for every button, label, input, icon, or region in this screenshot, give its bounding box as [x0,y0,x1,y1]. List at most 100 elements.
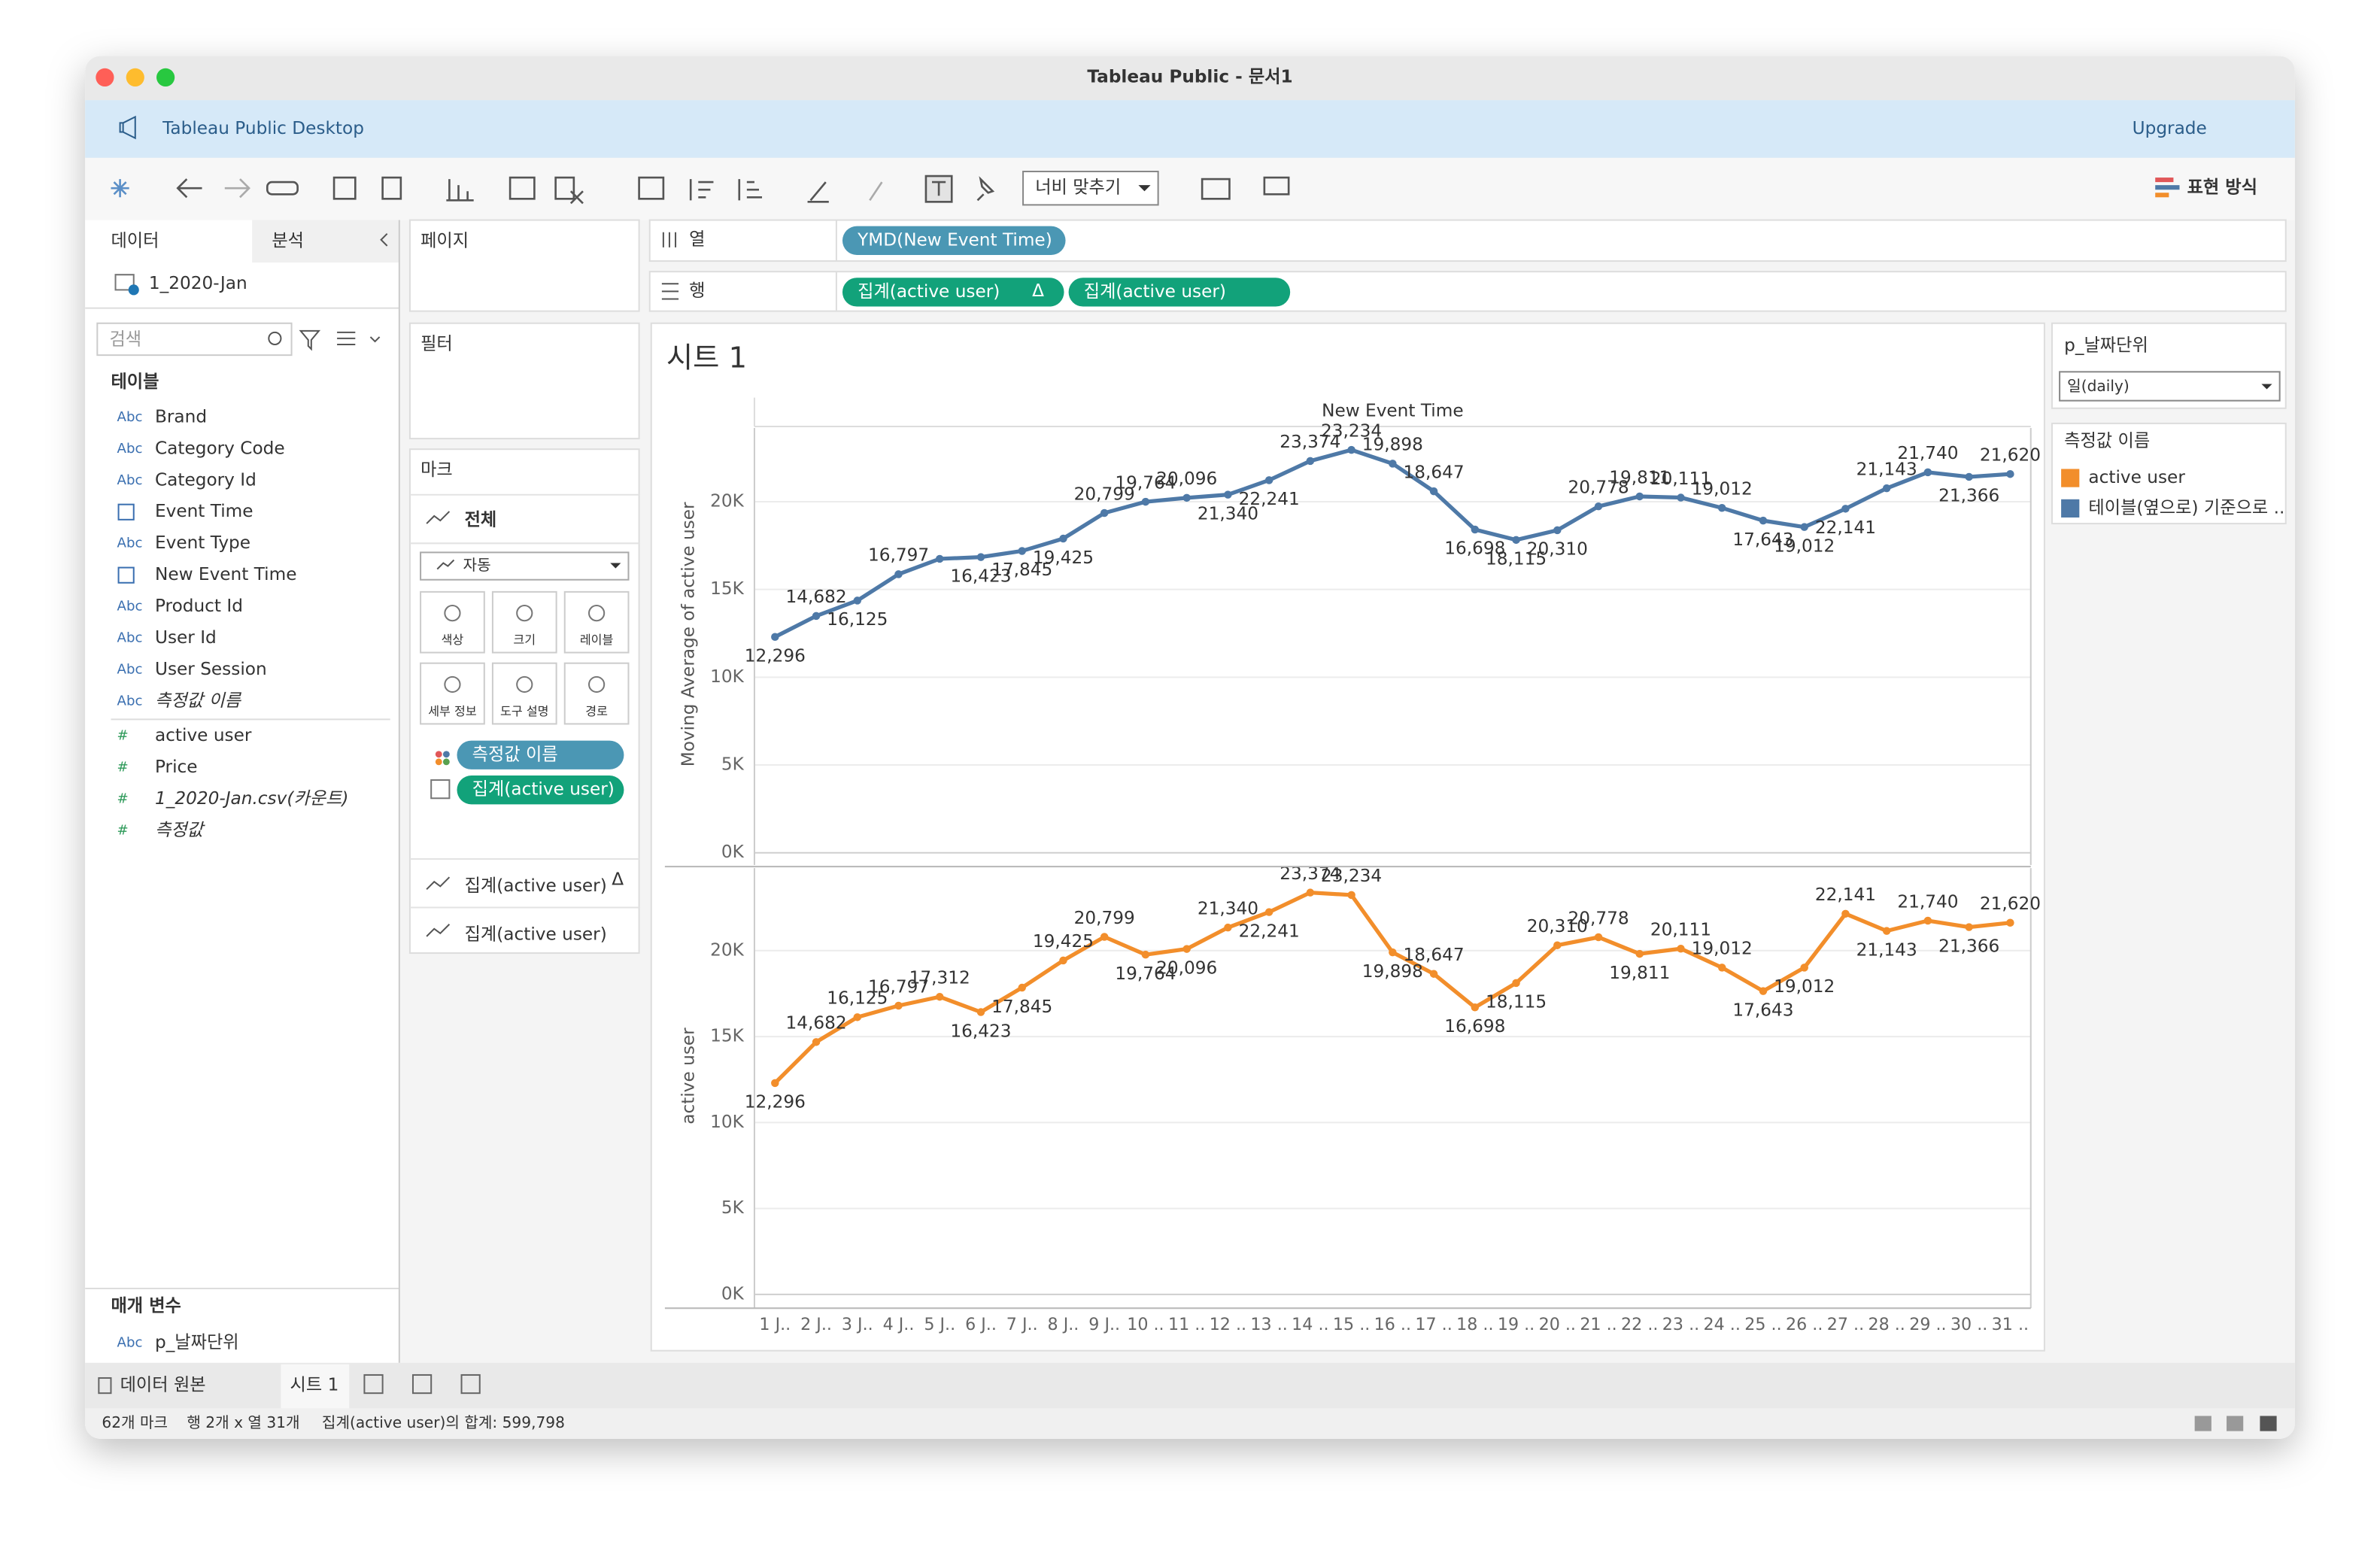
highlight-button[interactable] [807,181,829,203]
marks-subcard[interactable]: 집계(active user) [465,876,607,896]
field-type-icon: # [117,822,129,838]
pill[interactable] [1068,278,1291,307]
active-sheet-tab[interactable] [281,1364,350,1409]
fit-dropdown[interactable] [1022,170,1159,206]
group-button[interactable] [869,181,883,202]
x-tick-label: 18 .. [1456,1315,1493,1334]
sort-descending[interactable] [738,179,763,201]
new-datasource[interactable] [381,176,402,200]
zoom-button[interactable] [156,68,175,87]
data-label: 19,012 [1692,479,1753,499]
parameter-dropdown[interactable] [2059,371,2281,402]
field-name[interactable]: 1_2020-Jan.csv(카운트) [155,788,348,809]
forward-button[interactable] [224,178,250,199]
y-tick-label: 15K [710,578,745,599]
new-sheet[interactable] [446,179,474,202]
pin-button[interactable] [976,176,995,202]
data-point [1677,493,1685,502]
minimize-button[interactable] [126,68,144,87]
mark-button-label: 레이블 [580,633,614,647]
legend-swatch[interactable] [2061,499,2080,518]
new-worksheet[interactable] [363,1373,384,1395]
pages-card-title: 페이지 [420,230,469,250]
y-tick-label: 10K [710,666,745,687]
clear-sheet[interactable] [554,176,584,205]
filter-icon[interactable] [299,329,321,351]
swap-button[interactable] [638,176,665,200]
new-story[interactable] [460,1373,481,1395]
datasource-name[interactable]: 1_2020-Jan [149,273,247,293]
data-label: 19,811 [1609,963,1670,983]
tableau-logo[interactable] [111,179,129,198]
legend-card [2051,422,2287,525]
pill[interactable] [842,278,1064,307]
mark-button[interactable] [563,590,630,654]
legend-entry[interactable]: 테이블(옆으로) 기준으로 .. [2088,497,2284,518]
pill[interactable] [457,776,624,805]
show-cards[interactable] [1201,178,1231,200]
save-button[interactable] [332,176,357,200]
search-box[interactable] [96,322,293,357]
upgrade-link[interactable]: Upgrade [2133,118,2207,138]
mark-button[interactable] [491,590,557,654]
data-point [1717,964,1726,972]
mark-button[interactable] [563,662,630,725]
analytics-tab[interactable]: 분석 [272,230,304,250]
field-name[interactable]: Event Type [155,533,250,553]
rows-icon [661,283,679,300]
data-label: 21,143 [1856,939,1917,960]
mark-button[interactable] [420,662,485,725]
view-options[interactable] [337,331,381,346]
new-dashboard[interactable] [411,1373,433,1395]
date-icon [117,503,135,521]
data-label: 19,898 [1362,961,1423,982]
pill[interactable] [457,740,624,769]
status-bar [85,1408,2295,1439]
new-tab-icons [363,1373,481,1395]
mark-type-dropdown[interactable] [420,551,630,581]
sort-ascending[interactable] [689,179,714,201]
mark-button[interactable] [491,662,557,725]
datasource-tab[interactable]: 데이터 원본 [120,1375,206,1395]
legend-swatch[interactable] [2061,469,2080,487]
data-tab[interactable]: 데이터 [111,230,159,250]
marks-all[interactable]: 전체 [465,510,497,530]
field-name[interactable]: User Session [155,659,267,679]
field-name[interactable]: Category Id [155,469,257,490]
field-name[interactable]: 측정값 [155,820,206,840]
data-label: 21,740 [1897,891,1958,912]
close-button[interactable] [96,68,114,87]
data-label: 20,096 [1156,469,1217,489]
data-label: 16,698 [1444,539,1505,559]
legend-entry[interactable]: active user [2088,467,2185,487]
tables-heading: 테이블 [111,372,159,392]
legend-title: 측정값 이름 [2064,431,2150,451]
field-name[interactable]: Brand [155,406,207,426]
redo-button[interactable] [266,181,299,196]
field-name[interactable]: Event Time [155,501,253,521]
pill[interactable] [842,226,1066,255]
field-name[interactable]: p_날짜단위 [155,1332,239,1352]
x-tick-label: 7 J.. [1006,1315,1038,1334]
field-name[interactable]: User Id [155,627,217,648]
data-point [812,1038,821,1046]
data-label: 17,845 [991,560,1052,580]
field-name[interactable]: active user [155,725,252,745]
data-point [1059,956,1067,965]
field-name[interactable]: Product Id [155,596,243,616]
field-name[interactable]: New Event Time [155,564,297,584]
field-name[interactable]: Category Code [155,438,285,458]
data-point [1347,891,1355,900]
field-name[interactable]: 측정값 이름 [155,691,242,711]
presentation-mode[interactable] [1263,176,1290,196]
data-label: 16,797 [868,545,929,566]
collapse-pane[interactable] [380,232,388,247]
duplicate-sheet[interactable] [508,176,536,200]
field-name[interactable]: Price [155,757,198,777]
mark-button[interactable] [420,590,485,654]
field-type-icon: Abc [117,409,143,425]
data-point [1264,476,1273,484]
show-me-button[interactable]: 표현 방식 [2187,178,2257,198]
back-button[interactable] [176,178,202,199]
marks-subcard[interactable]: 집계(active user) [465,924,607,944]
